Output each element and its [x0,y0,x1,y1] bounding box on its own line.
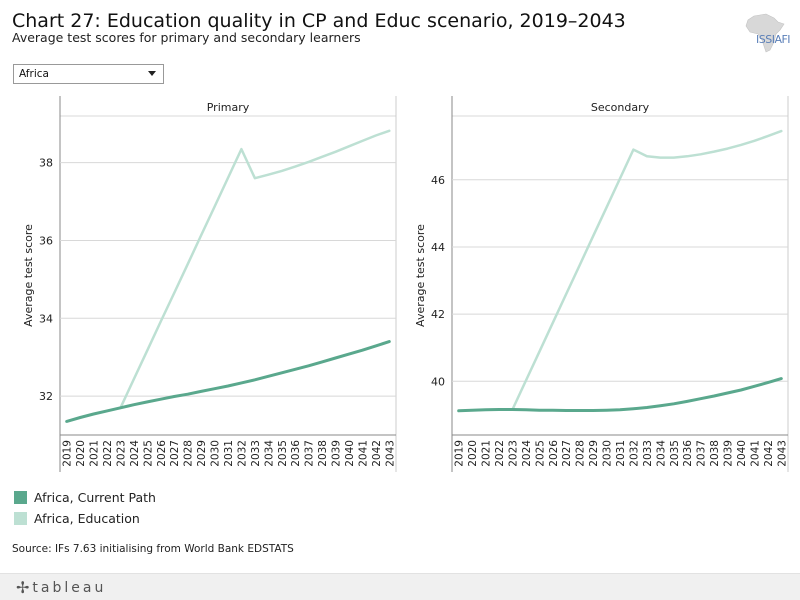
x-tick-label-primary: 2021 [89,440,101,467]
x-tick-label-secondary: 2021 [481,440,493,467]
x-tick-label-primary: 2035 [277,440,289,467]
x-tick-label-secondary: 2030 [602,440,614,467]
legend-label-education: Africa, Education [34,511,140,526]
series-line-education-primary [119,129,391,410]
logo-text: ISSIAFI [756,33,791,46]
region-dropdown[interactable]: Africa [13,64,164,84]
x-tick-label-secondary: 2035 [669,440,681,467]
x-tick-label-primary: 2034 [263,440,275,467]
x-tick-label-primary: 2020 [75,440,87,467]
series-line-current-path-primary [65,340,391,423]
x-tick-label-primary: 2019 [62,440,74,467]
africa-map-icon [745,13,785,53]
tableau-brand-text: tableau [32,579,107,596]
legend-item-current-path[interactable]: Africa, Current Path [14,487,156,508]
tableau-logo[interactable]: ✢ tableau [16,578,106,597]
x-tick-label-secondary: 2043 [776,440,788,467]
legend-item-education[interactable]: Africa, Education [14,508,156,529]
chevron-down-icon [148,71,156,76]
x-tick-label-secondary: 2037 [696,440,708,467]
series-line-education-secondary [511,129,783,411]
x-tick-label-primary: 2032 [236,440,248,467]
y-axis-label-primary: Average test score [22,224,35,327]
x-tick-label-secondary: 2041 [749,440,761,467]
x-tick-label-primary: 2039 [331,440,343,467]
x-tick-label-secondary: 2032 [628,440,640,467]
y-tick-label-secondary: 42 [431,308,445,321]
x-tick-label-secondary: 2025 [534,440,546,467]
y-axis-label-secondary: Average test score [414,224,427,327]
y-tick-label-primary: 36 [39,234,53,247]
x-tick-label-secondary: 2027 [561,440,573,467]
x-tick-label-primary: 2041 [357,440,369,467]
x-tick-label-secondary: 2036 [682,440,694,467]
x-tick-label-primary: 2036 [290,440,302,467]
x-tick-label-primary: 2040 [344,440,356,467]
x-tick-label-secondary: 2020 [467,440,479,467]
x-tick-label-primary: 2027 [169,440,181,467]
legend-label-current-path: Africa, Current Path [34,490,156,505]
y-tick-label-secondary: 46 [431,174,445,187]
x-tick-label-secondary: 2040 [736,440,748,467]
y-tick-label-primary: 32 [39,390,53,403]
x-tick-label-primary: 2024 [129,440,141,467]
y-tick-label-primary: 38 [39,157,53,170]
x-tick-label-secondary: 2023 [507,440,519,467]
panel-title-primary: Primary [207,101,250,114]
x-tick-label-primary: 2042 [371,440,383,467]
x-tick-label-secondary: 2029 [588,440,600,467]
x-tick-label-secondary: 2031 [615,440,627,467]
x-tick-label-secondary: 2026 [548,440,560,467]
x-tick-label-primary: 2031 [223,440,235,467]
x-tick-label-primary: 2029 [196,440,208,467]
x-tick-label-secondary: 2039 [723,440,735,467]
x-tick-label-primary: 2025 [142,440,154,467]
x-tick-label-primary: 2026 [156,440,168,467]
x-tick-label-secondary: 2022 [494,440,506,467]
tableau-plus-icon: ✢ [16,578,30,597]
panel-title-secondary: Secondary [591,101,650,114]
legend-swatch-education [14,512,27,525]
x-tick-label-secondary: 2034 [655,440,667,467]
legend-swatch-current-path [14,491,27,504]
y-tick-label-secondary: 40 [431,375,445,388]
x-tick-label-secondary: 2028 [575,440,587,467]
x-tick-label-secondary: 2042 [763,440,775,467]
chart-title: Chart 27: Education quality in CP and Ed… [12,10,626,32]
x-tick-label-secondary: 2033 [642,440,654,467]
x-tick-label-primary: 2033 [250,440,262,467]
region-dropdown-value: Africa [19,68,49,80]
x-tick-label-primary: 2038 [317,440,329,467]
x-tick-label-secondary: 2038 [709,440,721,467]
x-tick-label-primary: 2022 [102,440,114,467]
source-note: Source: IFs 7.63 initialising from World… [12,543,294,555]
y-tick-label-primary: 34 [39,312,53,325]
footer-bar: ✢ tableau [0,573,800,600]
y-tick-label-secondary: 44 [431,241,445,254]
x-tick-label-secondary: 2024 [521,440,533,467]
legend: Africa, Current Path Africa, Education [14,487,156,529]
x-tick-label-secondary: 2019 [454,440,466,467]
x-tick-label-primary: 2028 [183,440,195,467]
x-tick-label-primary: 2043 [384,440,396,467]
x-tick-label-primary: 2023 [115,440,127,467]
series-line-current-path-secondary [457,377,783,413]
x-tick-label-primary: 2037 [304,440,316,467]
x-tick-label-primary: 2030 [210,440,222,467]
chart-subtitle: Average test scores for primary and seco… [12,30,361,45]
